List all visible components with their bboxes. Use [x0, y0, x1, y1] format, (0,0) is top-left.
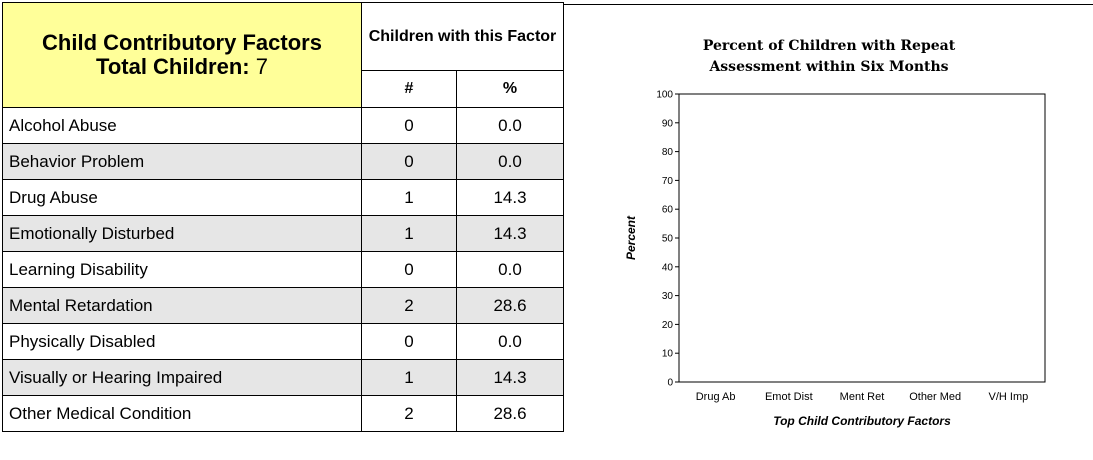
- factor-percent: 28.6: [456, 395, 564, 432]
- factor-count: 0: [361, 143, 457, 180]
- y-tick-label: 80: [662, 147, 674, 158]
- x-category-label: V/H Imp: [989, 391, 1029, 403]
- factor-label: Physically Disabled: [2, 323, 362, 360]
- y-axis-title: Percent: [624, 215, 638, 260]
- x-category-label: Ment Ret: [840, 391, 885, 403]
- total-children-value: 7: [255, 54, 268, 79]
- factor-count: 2: [361, 395, 457, 432]
- factor-percent: 28.6: [456, 287, 564, 324]
- table-row: Learning Disability 0 0.0: [2, 251, 564, 288]
- x-category-label: Drug Ab: [696, 391, 736, 403]
- y-tick-label: 10: [662, 349, 674, 360]
- chart-title-line-1: Percent of Children with Repeat: [703, 38, 956, 54]
- y-tick-label: 60: [662, 205, 674, 216]
- factor-label: Alcohol Abuse: [2, 107, 362, 144]
- x-category-label: Emot Dist: [765, 391, 813, 403]
- table-row: Emotionally Disturbed 1 14.3: [2, 215, 564, 252]
- x-category-label: Other Med: [909, 391, 961, 403]
- factor-percent: 0.0: [456, 251, 564, 288]
- factor-count: 0: [361, 251, 457, 288]
- table-row: Mental Retardation 2 28.6: [2, 287, 564, 324]
- y-tick-label: 90: [662, 118, 674, 129]
- table-row: Alcohol Abuse 0 0.0: [2, 107, 564, 144]
- y-tick-label: 0: [667, 378, 673, 389]
- children-with-factor-header: Children with this Factor: [361, 2, 564, 71]
- factor-label: Behavior Problem: [2, 143, 362, 180]
- total-children-label: Total Children:: [96, 54, 250, 79]
- chart-title-line-2: Assessment within Six Months: [708, 59, 948, 75]
- factor-percent: 14.3: [456, 179, 564, 216]
- top-divider: [563, 4, 1093, 5]
- y-tick-label: 100: [656, 90, 673, 101]
- factor-count: 2: [361, 287, 457, 324]
- factor-count: 0: [361, 323, 457, 360]
- y-tick-label: 30: [662, 291, 674, 302]
- factor-label: Mental Retardation: [2, 287, 362, 324]
- y-tick-label: 40: [662, 262, 674, 273]
- count-column-header: #: [361, 70, 457, 108]
- y-axis: 0 10 20 30 40 50 60 70 80 90 100: [656, 90, 679, 389]
- factor-count: 1: [361, 215, 457, 252]
- table-row: Other Medical Condition 2 28.6: [2, 395, 564, 432]
- x-axis: Drug Ab Emot Dist Ment Ret Other Med V/H Imp: [696, 391, 1029, 403]
- factor-percent: 14.3: [456, 359, 564, 396]
- percent-column-header: %: [456, 70, 564, 108]
- x-axis-title: Top Child Contributory Factors: [773, 414, 951, 428]
- factor-label: Emotionally Disturbed: [2, 215, 362, 252]
- y-tick-label: 70: [662, 176, 674, 187]
- table-row: Physically Disabled 0 0.0: [2, 323, 564, 360]
- factor-label: Drug Abuse: [2, 179, 362, 216]
- factor-count: 1: [361, 359, 457, 396]
- factor-percent: 0.0: [456, 323, 564, 360]
- factor-label: Learning Disability: [2, 251, 362, 288]
- factor-count: 0: [361, 107, 457, 144]
- table-row: Behavior Problem 0 0.0: [2, 143, 564, 180]
- factor-percent: 14.3: [456, 215, 564, 252]
- factor-label: Other Medical Condition: [2, 395, 362, 432]
- factor-percent: 0.0: [456, 107, 564, 144]
- y-tick-label: 50: [662, 234, 674, 245]
- repeat-assessment-chart: Percent of Children with Repeat Assessme…: [624, 38, 1046, 428]
- factor-label: Visually or Hearing Impaired: [2, 359, 362, 396]
- factors-header: Child Contributory Factors Total Childre…: [2, 2, 362, 108]
- total-children: Total Children: 7: [96, 54, 268, 79]
- factors-header-title: Child Contributory Factors: [42, 30, 322, 55]
- table-row: Drug Abuse 1 14.3: [2, 179, 564, 216]
- child-factors-table: Child Contributory Factors Total Childre…: [2, 2, 564, 432]
- y-tick-label: 20: [662, 320, 674, 331]
- table-row: Visually or Hearing Impaired 1 14.3: [2, 359, 564, 396]
- plot-area: [678, 93, 1046, 383]
- factor-percent: 0.0: [456, 143, 564, 180]
- factor-count: 1: [361, 179, 457, 216]
